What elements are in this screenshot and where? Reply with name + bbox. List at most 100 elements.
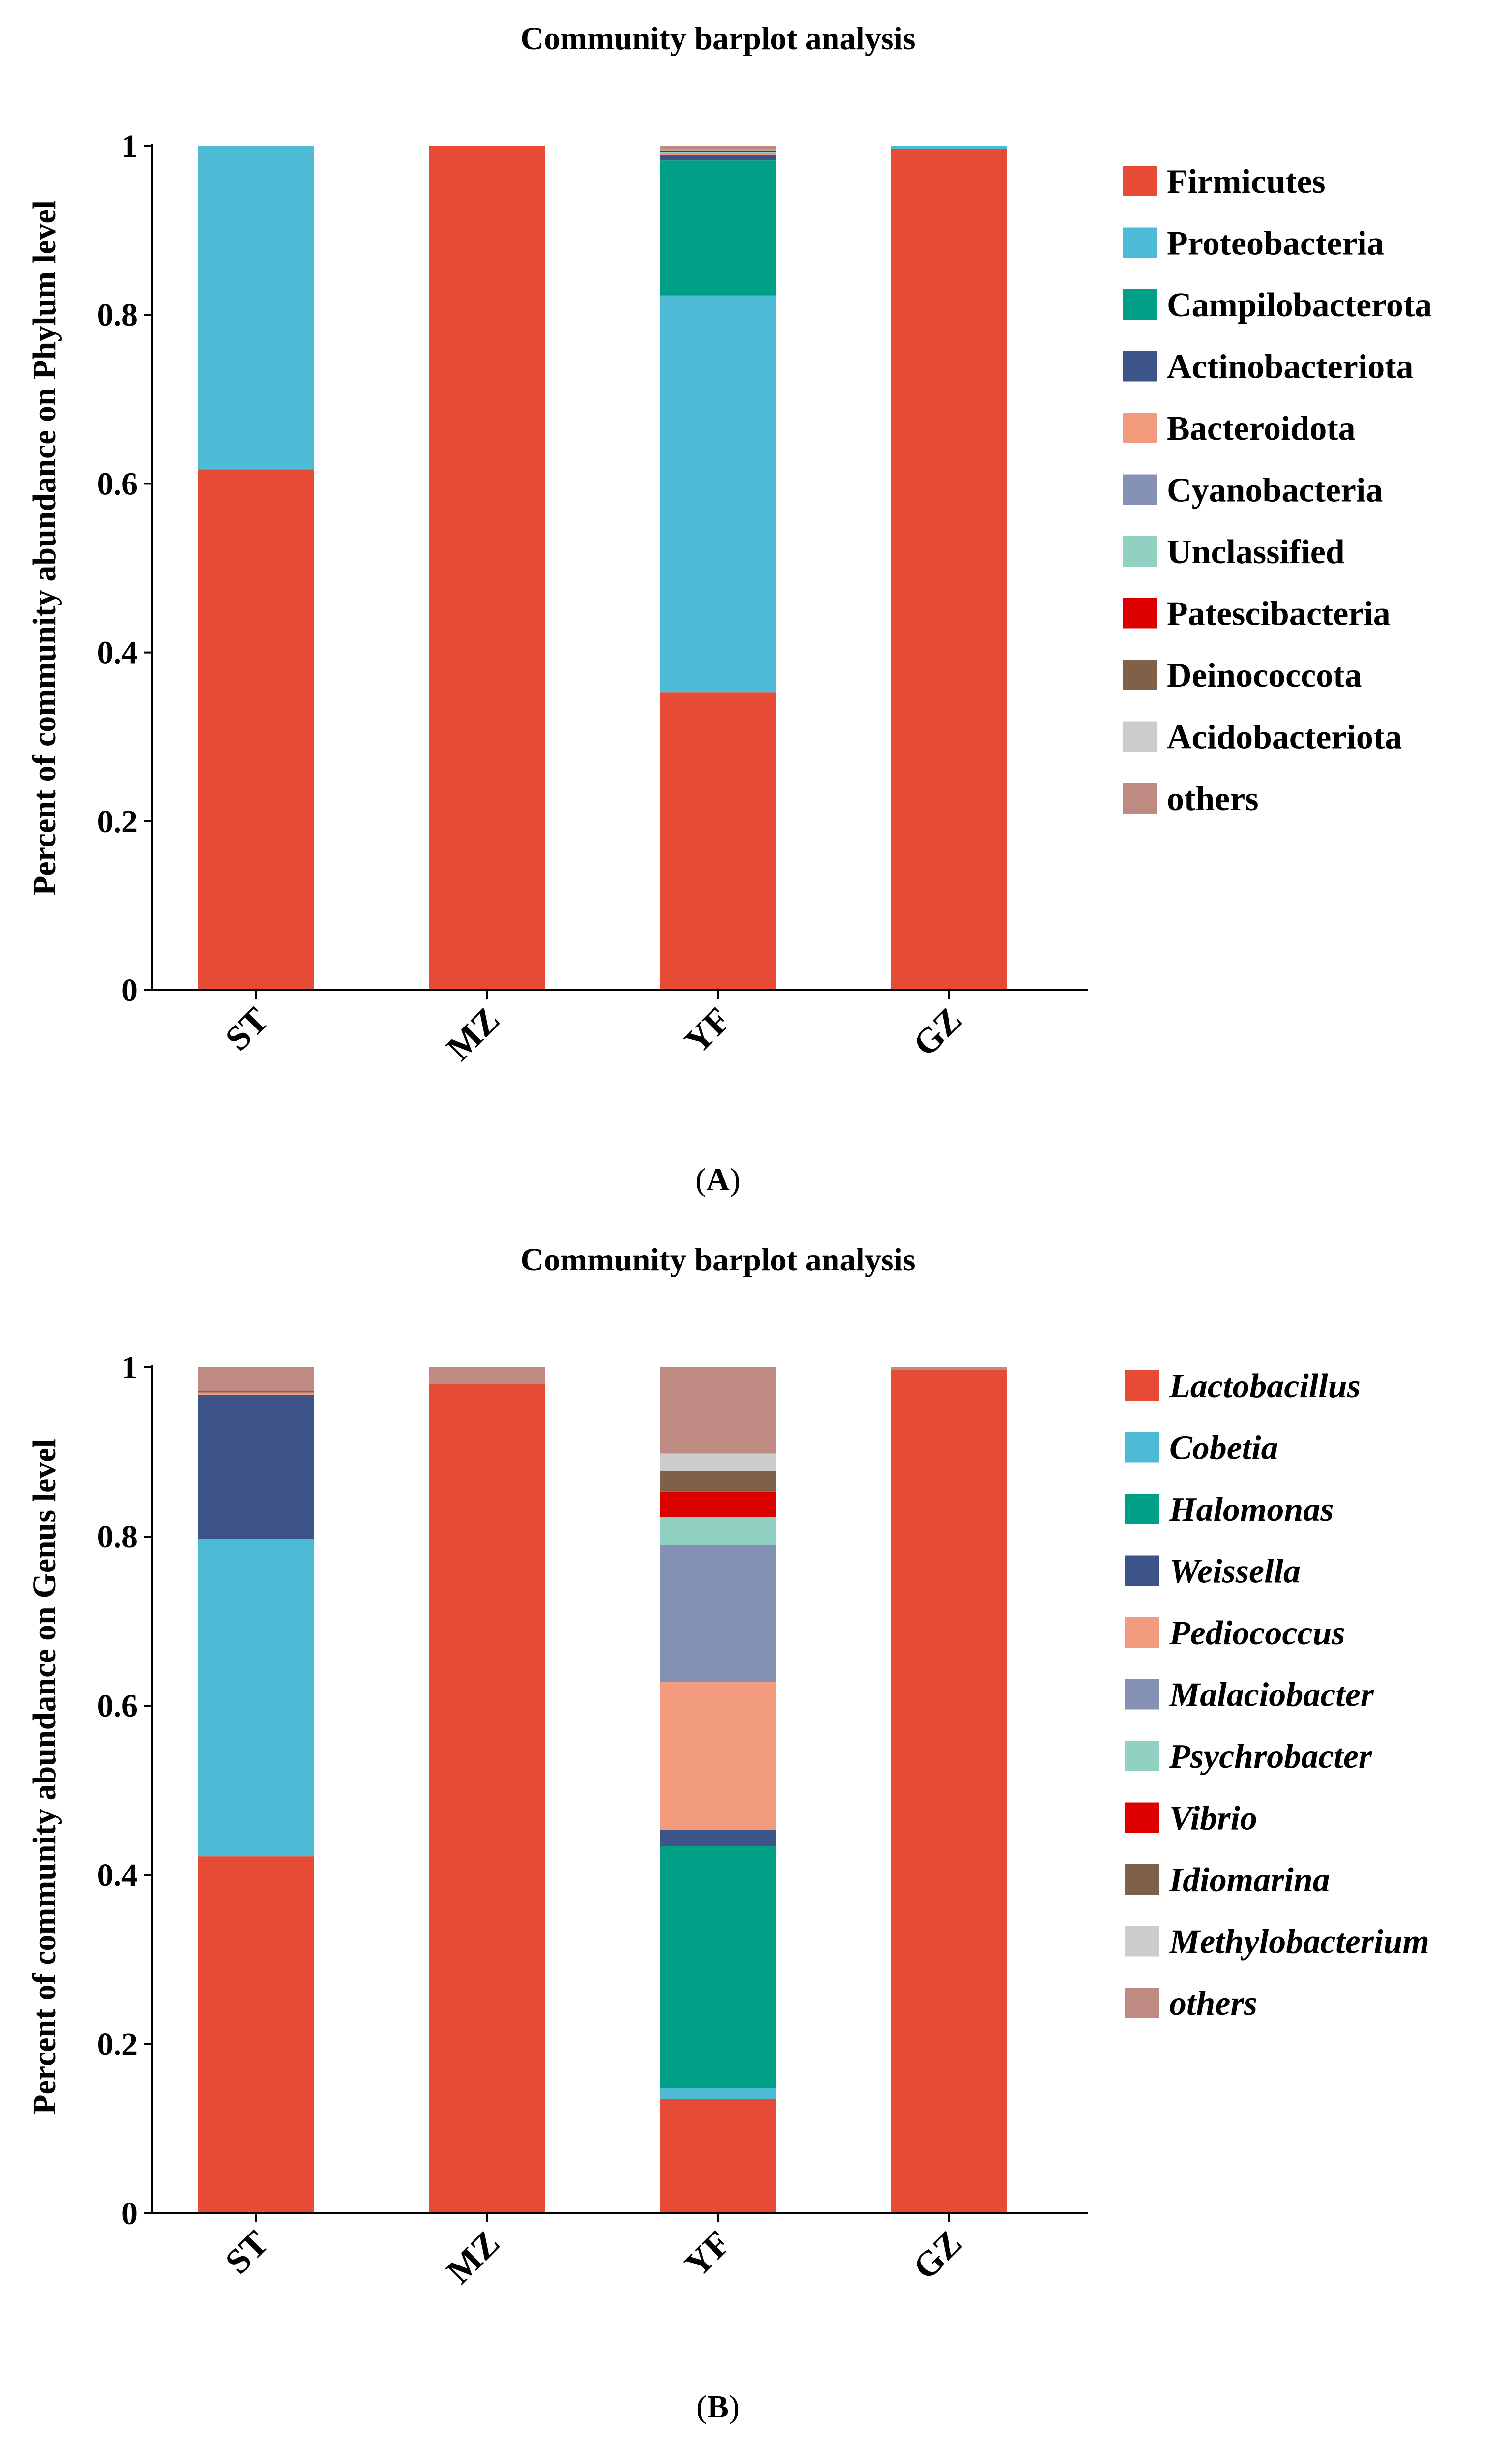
legend-label: Idiomarina	[1169, 1861, 1330, 1899]
panel-b: Community barplot analysis Percent of co…	[27, 1242, 1429, 2425]
y-tick-label: 0.2	[97, 804, 138, 840]
legend-label: Campilobacterota	[1167, 286, 1432, 324]
y-axis-label-a: Percent of community abundance on Phylum…	[27, 200, 62, 896]
legend-swatch	[1123, 289, 1157, 320]
legend-label: Bacteroidota	[1167, 410, 1356, 448]
x-tick-label: ST	[217, 2223, 276, 2282]
y-tick-label: 1	[121, 1350, 138, 1386]
bar-segment	[660, 151, 776, 152]
bar-segment	[198, 146, 314, 470]
y-tick-label: 0.4	[97, 635, 138, 671]
legend-label: Weissella	[1169, 1553, 1301, 1591]
bar-segment	[429, 1367, 545, 1384]
bar-segment	[660, 155, 776, 161]
x-tick-label: YF	[677, 1000, 738, 1061]
legend-swatch	[1123, 351, 1157, 382]
y-tick-label: 0.6	[97, 1688, 138, 1724]
panel-label-b: (B)	[696, 2389, 740, 2425]
bar-segment	[891, 149, 1007, 991]
x-tick-label: GZ	[905, 2223, 969, 2287]
bar-segment	[660, 149, 776, 151]
legend-swatch	[1123, 721, 1157, 752]
bar-segment	[660, 146, 776, 150]
y-tick-label: 0.8	[97, 297, 138, 333]
legend-label: Malaciobacter	[1169, 1676, 1374, 1714]
bar-segment	[429, 1383, 545, 2213]
axes-b: ST MZ YF GZ 0 0.2 0.4 0.6 0.8 1	[97, 1350, 1088, 2291]
bar-segment	[660, 1545, 776, 1682]
legend-swatch	[1125, 1617, 1159, 1648]
legend-swatch	[1123, 598, 1157, 629]
legend-swatch	[1123, 536, 1157, 567]
bar-segment	[198, 1395, 314, 1540]
legend-label: Patescibacteria	[1167, 595, 1391, 633]
legend-a: Firmicutes Proteobacteria Campilobacterota…	[1123, 163, 1432, 818]
legend-swatch	[1125, 1741, 1159, 1771]
legend-swatch	[1123, 166, 1157, 196]
y-tick-label: 0.8	[97, 1519, 138, 1555]
bar-segment	[660, 153, 776, 155]
y-tick-label: 0	[121, 2196, 138, 2232]
bars-a	[198, 146, 1007, 991]
y-axis-label-b: Percent of community abundance on Genus …	[27, 1439, 62, 2114]
legend-swatch	[1125, 1679, 1159, 1710]
chart-title-b: Community barplot analysis	[520, 1242, 915, 1278]
panel-letter-a: A	[706, 1162, 730, 1198]
y-tick-label: 0.4	[97, 1857, 138, 1893]
bar-segment	[198, 1391, 314, 1393]
legend-label: Cyanobacteria	[1167, 472, 1383, 510]
legend-label: others	[1169, 1985, 1257, 2023]
bar-segment	[429, 146, 545, 990]
bar-segment	[660, 160, 776, 296]
legend-label: Halomonas	[1169, 1491, 1334, 1529]
panel-a: Community barplot analysis Percent of co…	[27, 21, 1432, 1198]
legend-label: Acidobacteriota	[1167, 719, 1402, 756]
legend-label: Deinococcota	[1167, 657, 1362, 695]
bar-segment	[660, 692, 776, 990]
y-tick-label: 1	[121, 128, 138, 164]
x-tick-label: MZ	[439, 2223, 507, 2292]
bar-segment	[660, 1830, 776, 1846]
legend-label: Psychrobacter	[1169, 1738, 1372, 1776]
bar-segment	[891, 1370, 1007, 2213]
y-tick-label: 0.2	[97, 2026, 138, 2062]
bar-segment	[660, 1846, 776, 2088]
panel-letter-b: B	[707, 2389, 729, 2425]
legend-swatch	[1125, 1926, 1159, 1957]
legend-swatch	[1123, 660, 1157, 690]
bar-segment	[891, 146, 1007, 149]
bar-segment	[660, 1682, 776, 1830]
legend-label: Actinobacteriota	[1167, 348, 1414, 386]
bar-segment	[660, 152, 776, 154]
legend-label: Pediococcus	[1169, 1614, 1345, 1652]
x-tick-label: MZ	[439, 1000, 507, 1068]
bar-segment	[891, 1367, 1007, 1370]
bars-b	[198, 1367, 1007, 2213]
legend-label: Proteobacteria	[1167, 225, 1384, 263]
bar-segment	[198, 1856, 314, 2213]
bar-segment	[660, 1491, 776, 1517]
bar-segment	[660, 152, 776, 153]
legend-label: Unclassified	[1167, 533, 1345, 571]
chart-title-a: Community barplot analysis	[520, 21, 915, 57]
bar-segment	[660, 1470, 776, 1492]
bar-segment	[660, 1367, 776, 1454]
legend-swatch	[1125, 1370, 1159, 1401]
legend-label: others	[1167, 780, 1259, 818]
x-tick-label: ST	[217, 1000, 276, 1058]
legend-b: Lactobacillus Cobetia Halomonas Weissella Pe…	[1125, 1367, 1429, 2023]
x-tick-label: GZ	[905, 1000, 969, 1064]
bar-segment	[660, 1517, 776, 1545]
legend-label: Cobetia	[1169, 1429, 1278, 1467]
bar-segment	[660, 2088, 776, 2099]
legend-label: Lactobacillus	[1169, 1367, 1361, 1405]
y-tick-label: 0	[121, 972, 138, 1008]
bar-segment	[660, 2099, 776, 2213]
legend-label: Vibrio	[1169, 1800, 1257, 1838]
legend-swatch	[1123, 474, 1157, 505]
legend-swatch	[1123, 227, 1157, 258]
legend-swatch	[1125, 1494, 1159, 1524]
bar-segment	[660, 295, 776, 693]
panel-label-a: (A)	[695, 1162, 741, 1198]
